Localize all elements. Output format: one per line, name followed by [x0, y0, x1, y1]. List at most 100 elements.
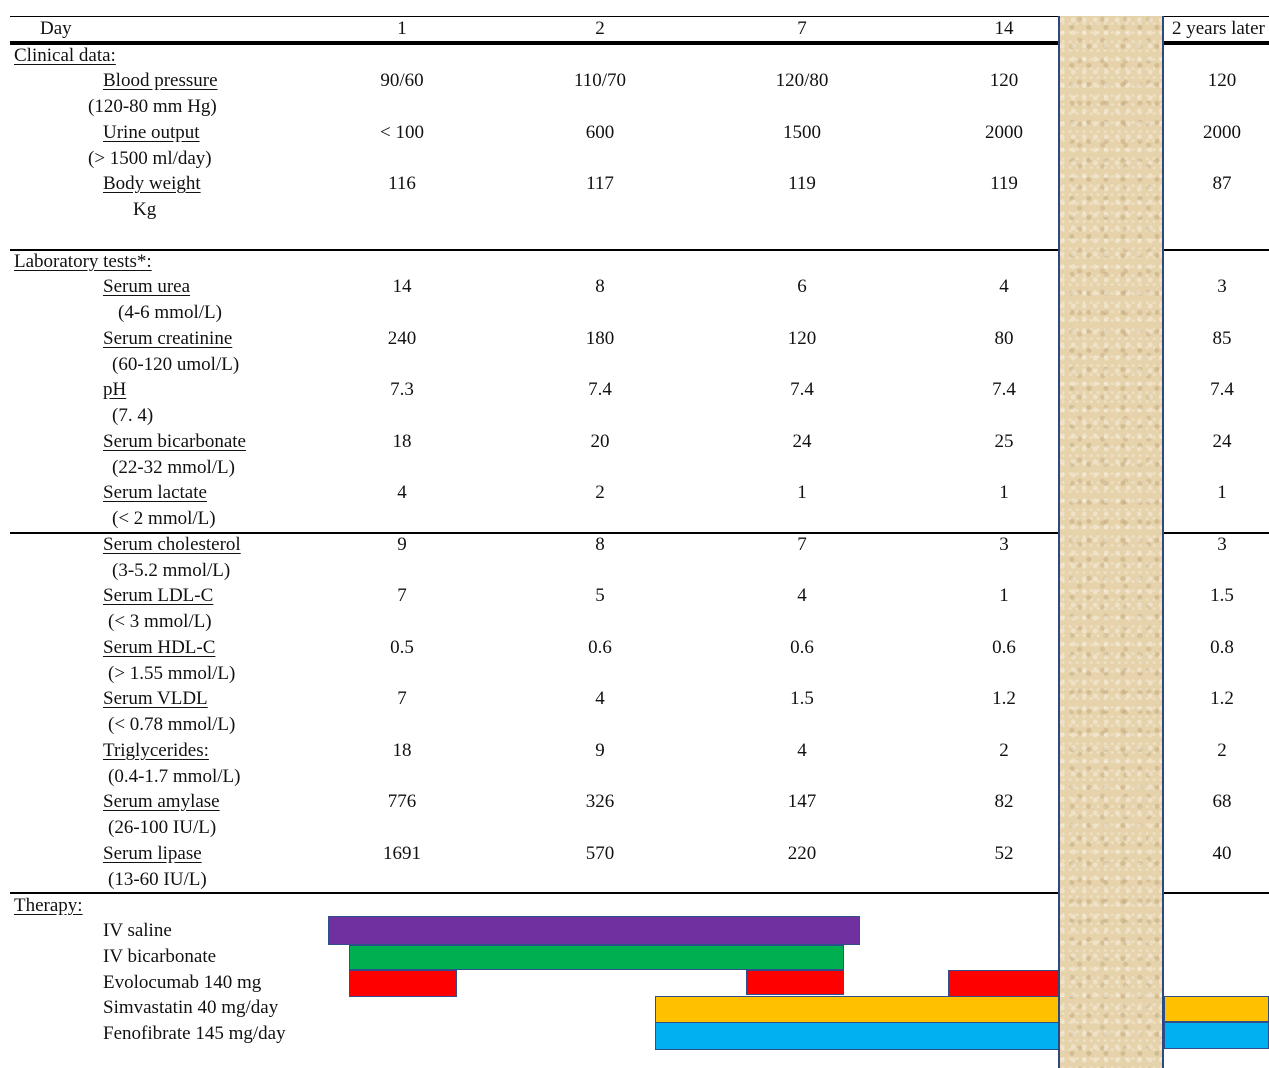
value-cell: 776 — [387, 791, 417, 812]
value-cell: 3 — [1217, 534, 1227, 555]
value-cell: 570 — [585, 843, 615, 864]
header-col-2-years: 2 years later — [1172, 18, 1265, 39]
divider-lab-therapy — [10, 892, 1269, 894]
value-cell: 120 — [989, 70, 1019, 91]
therapy-bar-fenofibrate-later — [1164, 1022, 1269, 1049]
therapy-bar-iv-bicarbonate — [349, 945, 844, 970]
value-cell: 7 — [797, 534, 807, 555]
value-cell: 24 — [792, 431, 812, 452]
header-rule-thick — [10, 41, 1269, 45]
value-cell: 80 — [994, 328, 1014, 349]
value-cell: 0.6 — [588, 637, 612, 658]
value-cell: 4 — [797, 585, 807, 606]
value-cell: 326 — [585, 791, 615, 812]
row-reference-range: (120-80 mm Hg) — [88, 96, 217, 117]
value-cell: 4 — [999, 276, 1009, 297]
value-cell: 180 — [585, 328, 615, 349]
row-label-ph: pH — [103, 379, 127, 400]
time-gap-texture-column — [1058, 16, 1164, 1068]
value-cell: 7.3 — [390, 379, 414, 400]
value-cell: 1 — [797, 482, 807, 503]
value-cell: 4 — [595, 688, 605, 709]
row-label-serum-ldl-c: Serum LDL-C — [103, 585, 214, 606]
row-reference-range: (4-6 mmol/L) — [118, 302, 222, 323]
value-cell: 85 — [1212, 328, 1232, 349]
value-cell: 2000 — [985, 122, 1023, 143]
therapy-label-iv-saline: IV saline — [103, 920, 172, 941]
value-cell: 9 — [595, 740, 605, 761]
value-cell: 0.8 — [1210, 637, 1234, 658]
divider-clinical-lab — [10, 249, 1269, 251]
row-reference-range: (13-60 IU/L) — [108, 869, 207, 890]
value-cell: 119 — [788, 173, 816, 194]
value-cell: 116 — [388, 173, 416, 194]
header-col-7: 7 — [797, 18, 807, 39]
row-label-serum-lipase: Serum lipase — [103, 843, 202, 864]
value-cell: 2 — [1217, 740, 1227, 761]
value-cell: 2000 — [1203, 122, 1241, 143]
value-cell: 600 — [585, 122, 615, 143]
therapy-label-fenofibrate: Fenofibrate 145 mg/day — [103, 1023, 286, 1044]
section-therapy: Therapy: — [14, 895, 83, 916]
value-cell: 25 — [994, 431, 1014, 452]
therapy-bar-evolocumab-1 — [349, 970, 457, 997]
value-cell: 1 — [1217, 482, 1227, 503]
value-cell: 7 — [397, 688, 407, 709]
therapy-bar-fenofibrate — [655, 1022, 1060, 1050]
row-label-serum-amylase: Serum amylase — [103, 791, 220, 812]
value-cell: 90/60 — [380, 70, 424, 91]
value-cell: 1.2 — [1210, 688, 1234, 709]
value-cell: 0.5 — [390, 637, 414, 658]
value-cell: 20 — [590, 431, 610, 452]
row-reference-range: (60-120 umol/L) — [112, 354, 240, 375]
row-label-serum-cholesterol: Serum cholesterol — [103, 534, 241, 555]
row-reference-range: (> 1.55 mmol/L) — [108, 663, 236, 684]
value-cell: 6 — [797, 276, 807, 297]
value-cell: 7.4 — [992, 379, 1016, 400]
value-cell: 1500 — [783, 122, 821, 143]
value-cell: 1 — [999, 482, 1009, 503]
value-cell: 87 — [1212, 173, 1232, 194]
header-col-14: 14 — [994, 18, 1014, 39]
row-label-urine-output: Urine output — [103, 122, 200, 143]
value-cell: 3 — [999, 534, 1009, 555]
therapy-bar-evolocumab-3 — [948, 970, 1060, 997]
value-cell: 240 — [387, 328, 417, 349]
header-col-1: 1 — [397, 18, 407, 39]
row-reference-range: (3-5.2 mmol/L) — [112, 560, 231, 581]
section-laboratory-tests: Laboratory tests*: — [14, 251, 152, 272]
value-cell: 7 — [397, 585, 407, 606]
row-label-serum-urea: Serum urea — [103, 276, 191, 297]
value-cell: 120/80 — [775, 70, 829, 91]
therapy-bar-simvastatin — [655, 996, 1060, 1024]
value-cell: 120 — [787, 328, 817, 349]
row-reference-range: (26-100 IU/L) — [108, 817, 217, 838]
row-label-blood-pressure: Blood pressure — [103, 70, 218, 91]
value-cell: 52 — [994, 843, 1014, 864]
row-label-serum-hdl-c: Serum HDL-C — [103, 637, 216, 658]
therapy-bar-evolocumab-2 — [746, 970, 844, 995]
row-reference-range: (0.4-1.7 mmol/L) — [108, 766, 241, 787]
value-cell: < 100 — [380, 122, 424, 143]
value-cell: 1.2 — [992, 688, 1016, 709]
row-reference-range: (< 2 mmol/L) — [112, 508, 216, 529]
value-cell: 1.5 — [790, 688, 814, 709]
value-cell: 7.4 — [790, 379, 814, 400]
value-cell: 2 — [595, 482, 605, 503]
value-cell: 110/70 — [573, 70, 627, 91]
row-label-serum-creatinine: Serum creatinine — [103, 328, 233, 349]
divider-lab-lipids — [10, 532, 1269, 534]
therapy-bar-iv-saline — [328, 916, 860, 945]
value-cell: 18 — [392, 431, 412, 452]
value-cell: 7.4 — [1210, 379, 1234, 400]
section-clinical-data: Clinical data: — [14, 45, 116, 66]
row-reference-range: (> 1500 ml/day) — [88, 148, 212, 169]
value-cell: 68 — [1212, 791, 1232, 812]
row-label-serum-lactate: Serum lactate — [103, 482, 207, 503]
header-day-label: Day — [40, 18, 72, 39]
value-cell: 1 — [999, 585, 1009, 606]
value-cell: 7.4 — [588, 379, 612, 400]
value-cell: 117 — [586, 173, 614, 194]
row-label-serum-bicarbonate: Serum bicarbonate — [103, 431, 246, 452]
value-cell: 4 — [397, 482, 407, 503]
